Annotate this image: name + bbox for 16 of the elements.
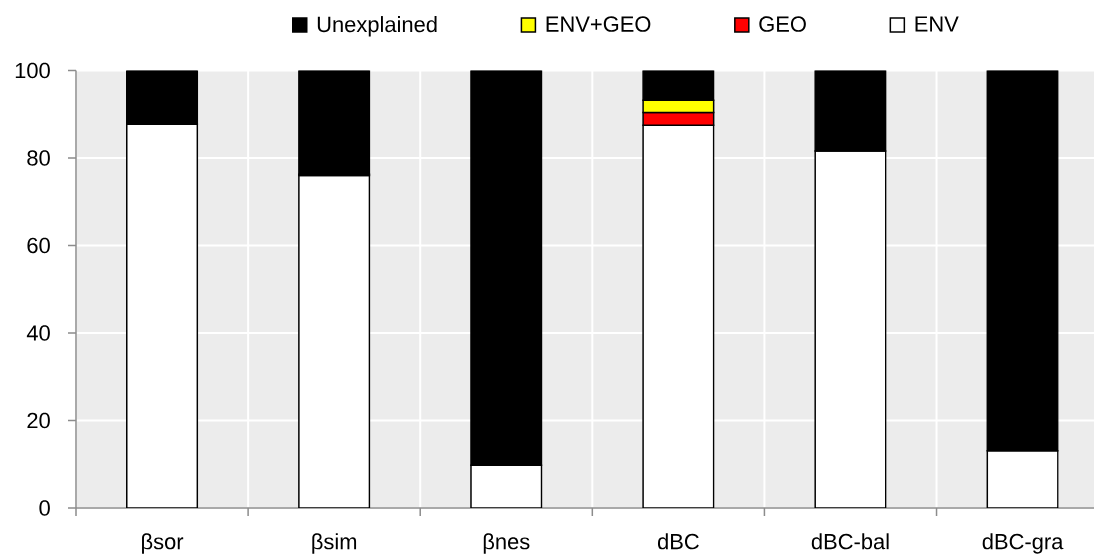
- y-tick-label: 80: [27, 150, 50, 166]
- legend-label: GEO: [759, 16, 806, 32]
- x-tick-label: βsor: [142, 533, 184, 554]
- y-tick-label: 20: [27, 412, 50, 429]
- x-tick-label: βnes: [483, 533, 530, 554]
- legend-label: ENV+GEO: [546, 16, 651, 32]
- x-tick-label: dBC: [657, 533, 699, 550]
- x-tick-label: dBC-bal: [811, 533, 889, 550]
- y-tick-label: 100: [15, 62, 50, 79]
- x-tick-label: dBC-gra: [982, 533, 1064, 554]
- y-tick-label: 60: [27, 237, 50, 254]
- y-tick-label: 40: [26, 325, 50, 341]
- legend-label: ENV: [915, 16, 959, 32]
- y-tick-label: 0: [39, 500, 50, 516]
- x-tick-label: βsim: [312, 533, 357, 554]
- legend-label: Unexplained: [317, 16, 437, 37]
